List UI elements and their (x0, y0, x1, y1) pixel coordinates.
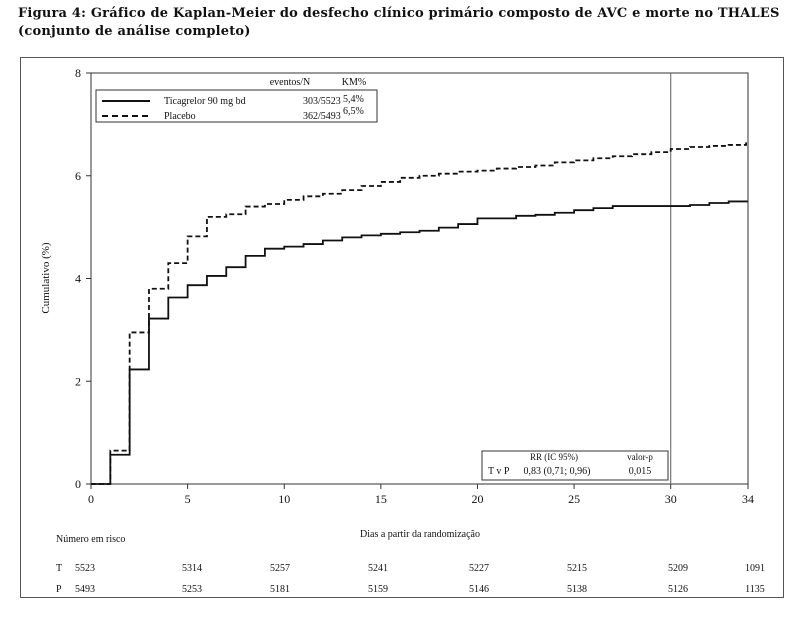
x-tick-label: 15 (375, 492, 387, 506)
risk-row-label: T (56, 563, 62, 574)
risk-value: 5126 (668, 584, 688, 595)
y-tick-label: 0 (75, 477, 81, 491)
y-axis-label: Cumulativo (%) (40, 242, 52, 314)
risk-value: 5241 (368, 563, 388, 574)
risk-value: 5227 (469, 563, 489, 574)
x-axis-label: Dias a partir da randomização (360, 529, 480, 540)
x-tick-label: 30 (665, 492, 677, 506)
risk-table-title: Número em risco (56, 534, 125, 545)
risk-value: 5146 (469, 584, 489, 595)
stats-p-value: 0,015 (629, 466, 652, 477)
legend-events-placebo: 362/5493 (303, 111, 341, 122)
legend-header-events: eventos/N (270, 77, 311, 88)
figure-title-line2: (conjunto de análise completo) (18, 24, 251, 39)
stats-row-label: T v P (488, 466, 510, 477)
plot-area (90, 72, 749, 485)
legend-label-placebo: Placebo (164, 111, 196, 122)
stats-header-p: valor-p (627, 452, 653, 462)
risk-value: 5138 (567, 584, 587, 595)
risk-value: 1135 (745, 584, 765, 595)
risk-value: 5209 (668, 563, 688, 574)
x-tick-label: 34 (742, 492, 754, 506)
risk-value: 5493 (75, 584, 95, 595)
stats-header-rr: RR (IC 95%) (530, 452, 578, 462)
x-tick-label: 0 (88, 492, 94, 506)
stats-box: RR (IC 95%) valor-p T v P 0,83 (0,71; 0,… (481, 450, 669, 481)
legend-km-ticagrelor: 5,4% (343, 94, 364, 105)
risk-row-label: P (56, 584, 62, 595)
y-tick-label: 4 (75, 272, 81, 286)
stats-rr-value: 0,83 (0,71; 0,96) (524, 466, 591, 477)
legend-events-ticagrelor: 303/5523 (303, 96, 341, 107)
y-tick-label: 2 (75, 374, 81, 388)
legend-km-placebo: 6,5% (343, 106, 364, 117)
x-tick-label: 10 (278, 492, 290, 506)
risk-value: 5215 (567, 563, 587, 574)
risk-table: Número em risco T 5523 5314 5257 5241 5227 521… (56, 534, 765, 595)
risk-value: 5523 (75, 563, 95, 574)
stats-box-frame (481, 450, 669, 481)
x-tick-label: 25 (568, 492, 580, 506)
risk-value: 5257 (270, 563, 290, 574)
y-tick-label: 8 (75, 66, 81, 80)
legend-header-km: KM% (342, 77, 366, 88)
risk-value: 1091 (745, 563, 765, 574)
series-line-placebo (91, 142, 747, 485)
figure-title-line1: Figura 4: Gráfico de Kaplan-Meier do des… (18, 6, 780, 21)
legend: eventos/N KM% Ticagrelor 90 mg bd 303/55… (95, 77, 378, 123)
risk-value: 5314 (182, 563, 202, 574)
risk-value: 5253 (182, 584, 202, 595)
series-line-ticagrelor (91, 200, 748, 485)
figure-title: Figura 4: Gráfico de Kaplan-Meier do des… (18, 5, 788, 41)
risk-value: 5181 (270, 584, 290, 595)
legend-label-ticagrelor: Ticagrelor 90 mg bd (164, 96, 246, 107)
risk-value: 5159 (368, 584, 388, 595)
x-tick-label: 20 (471, 492, 483, 506)
y-tick-label: 6 (75, 169, 81, 183)
figure-frame (20, 57, 784, 598)
x-tick-label: 5 (185, 492, 191, 506)
